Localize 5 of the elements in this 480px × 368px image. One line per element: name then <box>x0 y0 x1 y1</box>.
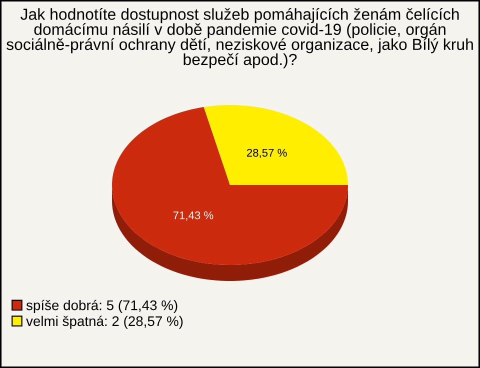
data-label: 71,43 % <box>173 211 214 221</box>
legend-label: spíše dobrá: 5 (71,43 %) <box>26 300 178 313</box>
chart-title: Jak hodnotíte dostupnost služeb pomáhajících ženám čelících domácímu násilí v době pandemie covid-19 (policie, orgán sociálně-právní ochrany dětí, neziskové organizace, jako Bílý kruh bezpečí apod.)? <box>6 8 473 68</box>
legend-label: velmi špatná: 2 (28,57 %) <box>26 316 183 329</box>
data-label: 28,57 % <box>246 148 287 158</box>
